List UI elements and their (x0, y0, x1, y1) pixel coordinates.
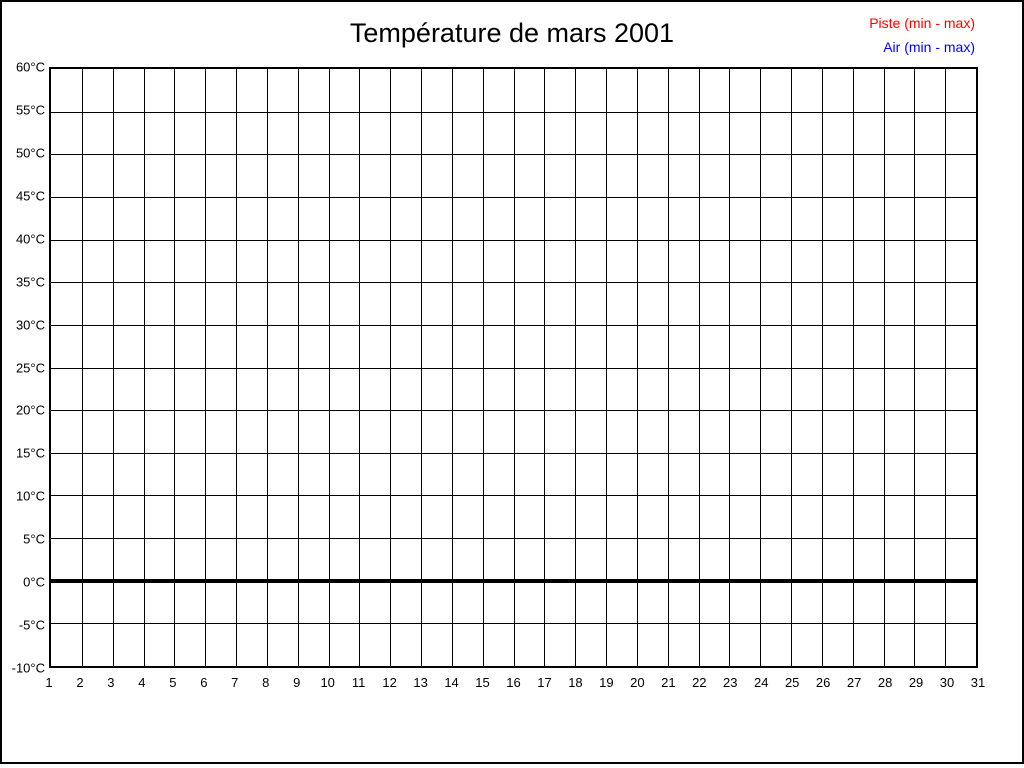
x-tick-label: 15 (475, 675, 490, 690)
legend-entry: Piste (min - max) (869, 15, 975, 31)
x-tick-label: 20 (630, 675, 645, 690)
gridline-horizontal (51, 324, 976, 326)
x-tick-label: 24 (753, 675, 769, 690)
x-tick-label: 7 (231, 675, 239, 690)
gridline-horizontal (51, 154, 976, 156)
x-tick-label: 30 (939, 675, 955, 690)
gridline-horizontal (51, 623, 976, 625)
x-tick-label: 16 (506, 675, 521, 690)
y-tick-label: -10°C (11, 660, 45, 676)
y-tick-label: 50°C (15, 145, 45, 161)
x-tick-label: 1 (45, 675, 53, 690)
x-tick-label: 4 (138, 675, 146, 690)
gridline-horizontal (51, 239, 976, 241)
y-tick-label: 40°C (15, 231, 45, 247)
x-tick-label: 25 (784, 675, 800, 690)
x-tick-label: 6 (200, 675, 208, 690)
y-tick-label: 55°C (15, 102, 45, 118)
y-tick-label: -5°C (18, 617, 45, 633)
y-tick-label: 45°C (15, 188, 45, 204)
x-tick-label: 5 (169, 675, 177, 690)
gridline-horizontal (51, 111, 976, 113)
x-tick-label: 18 (568, 675, 583, 690)
y-tick-label: 35°C (15, 274, 45, 290)
gridline-horizontal (51, 538, 976, 540)
x-tick-label: 27 (846, 675, 862, 690)
x-tick-label: 3 (107, 675, 115, 690)
y-tick-label: 25°C (15, 360, 45, 375)
x-tick-label: 9 (293, 675, 301, 690)
x-tick-label: 17 (537, 675, 552, 690)
y-tick-label: 15°C (15, 445, 45, 461)
x-tick-label: 31 (970, 675, 986, 690)
x-tick-label: 12 (382, 675, 397, 690)
gridline-horizontal (51, 495, 976, 497)
gridline-horizontal (51, 196, 976, 198)
x-tick-label: 10 (320, 675, 335, 690)
x-tick-label: 2 (76, 675, 84, 690)
x-tick-label: 11 (351, 675, 366, 690)
legend-entry: Air (min - max) (883, 39, 975, 55)
plot-area (49, 67, 978, 668)
x-tick-label: 19 (599, 675, 614, 690)
gridline-horizontal (51, 410, 976, 412)
gridline-horizontal (51, 452, 976, 454)
x-tick-label: 21 (661, 675, 676, 690)
chart-legend: Piste (min - max) Air (min - max) (869, 11, 975, 59)
x-tick-label: 26 (815, 675, 831, 690)
y-tick-label: 0°C (23, 574, 45, 590)
y-tick-label: 10°C (15, 488, 45, 504)
x-tick-label: 22 (692, 675, 707, 690)
x-tick-label: 23 (723, 675, 738, 690)
y-tick-label: 30°C (15, 317, 45, 333)
y-tick-label: 20°C (15, 402, 45, 418)
gridline-horizontal (51, 367, 976, 369)
x-tick-label: 13 (413, 675, 428, 690)
x-tick-label: 28 (877, 675, 893, 690)
chart-title: Température de mars 2001 (349, 18, 675, 48)
y-tick-label: 5°C (23, 531, 45, 547)
x-tick-label: 29 (908, 675, 924, 690)
y-tick-label: 60°C (15, 59, 45, 75)
x-tick-label: 8 (262, 675, 270, 690)
zero-degree-line (51, 578, 976, 583)
gridline-horizontal (51, 282, 976, 284)
x-tick-label: 14 (444, 675, 459, 690)
